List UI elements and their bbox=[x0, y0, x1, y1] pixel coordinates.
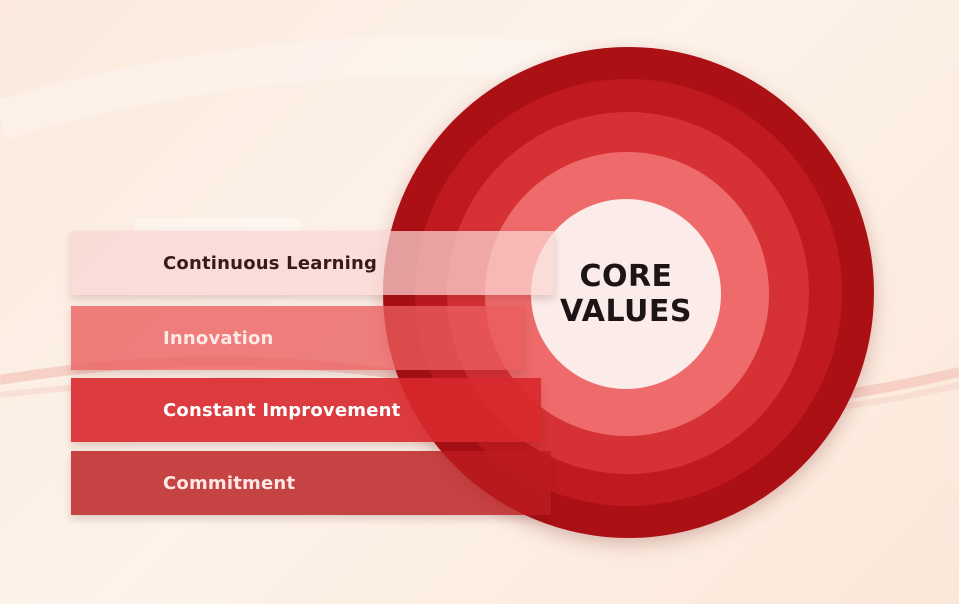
value-label: Constant Improvement bbox=[163, 399, 401, 421]
core-title-line-1: CORE bbox=[579, 258, 673, 294]
core-title-line-2: VALUES bbox=[560, 294, 692, 329]
value-label: Continuous Learning bbox=[163, 252, 378, 274]
value-band-innovation: Innovation bbox=[71, 306, 525, 370]
value-band-constant-improvement: Constant Improvement bbox=[71, 378, 541, 442]
value-band-continuous-learning: Continuous Learning bbox=[71, 231, 554, 295]
value-label: Innovation bbox=[163, 327, 274, 349]
core-values-title: CORE VALUES bbox=[531, 199, 721, 389]
value-label: Commitment bbox=[163, 472, 296, 494]
value-band-commitment: Commitment bbox=[71, 451, 551, 515]
center-circle bbox=[531, 199, 721, 389]
